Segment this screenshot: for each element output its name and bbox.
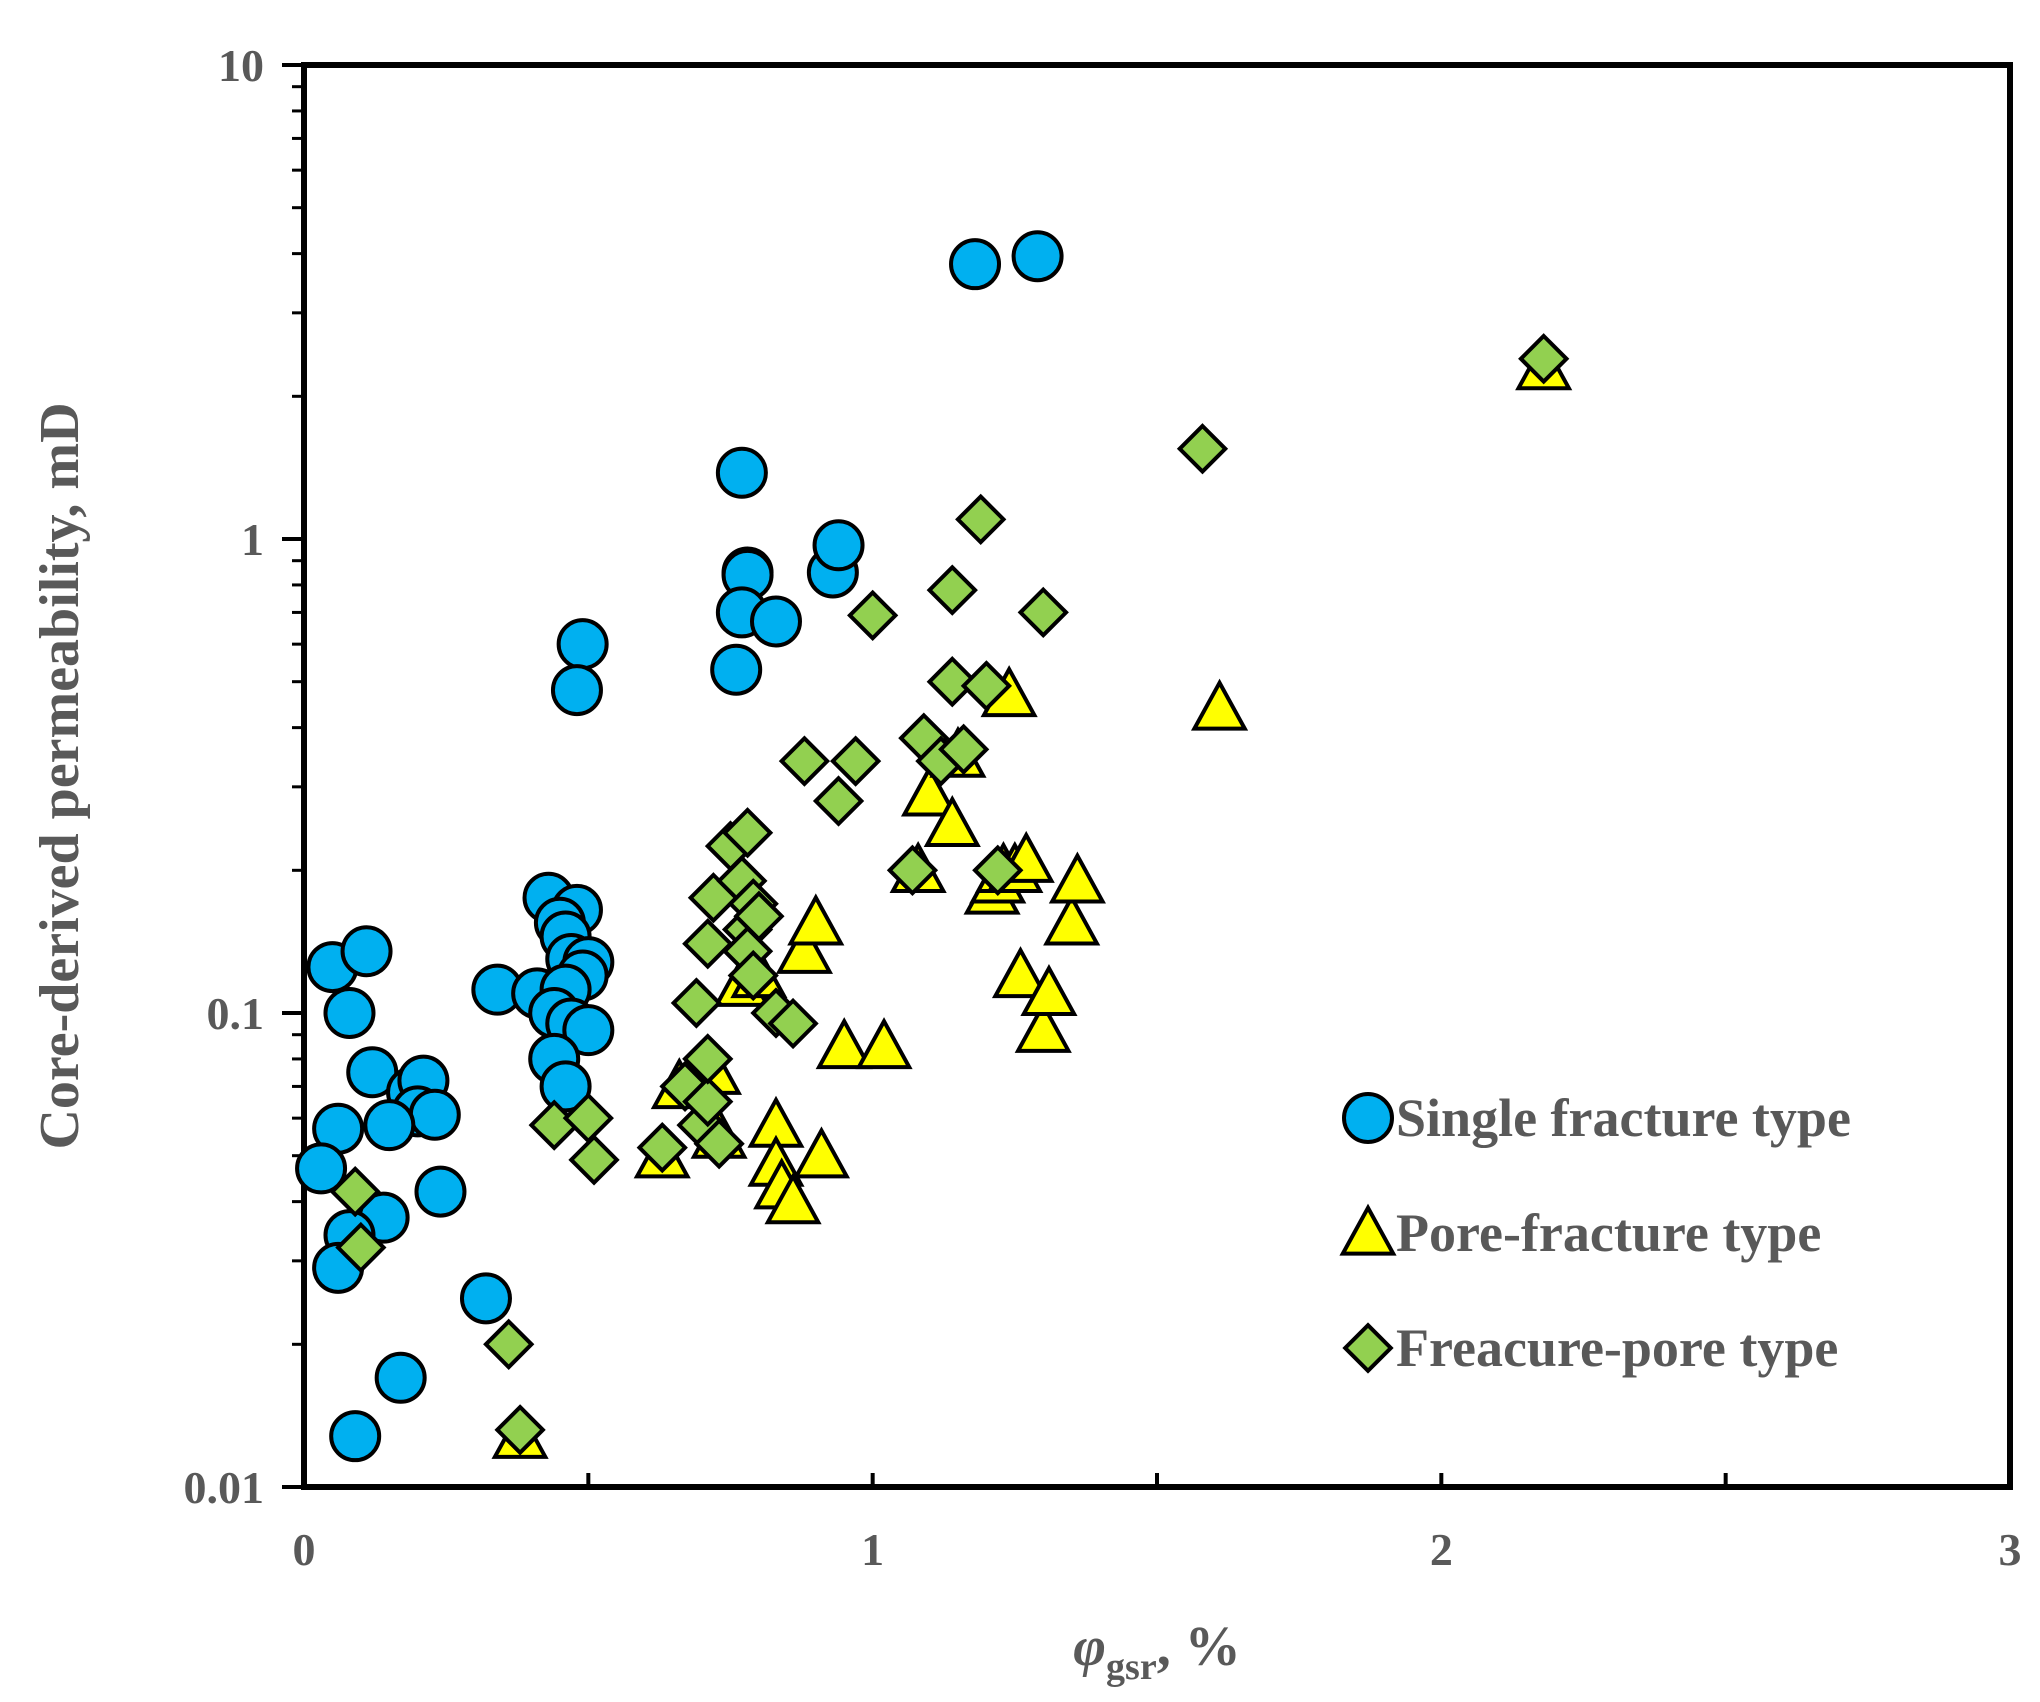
- circle-point: [323, 987, 376, 1039]
- x-tick-label: 2: [1430, 1524, 1453, 1575]
- diamond-point: [682, 918, 734, 970]
- triangle-point: [923, 795, 981, 848]
- triangle-point: [792, 1126, 851, 1179]
- triangle-point: [764, 1172, 822, 1225]
- circle-point: [562, 1004, 615, 1057]
- diamond-point: [721, 807, 774, 859]
- y-tick-label: 0.1: [207, 988, 265, 1039]
- x-axis-title-suffix: , %: [1157, 1616, 1241, 1678]
- legend-circle-marker: [1342, 1092, 1394, 1144]
- legend-diamond-marker: [1342, 1322, 1394, 1374]
- plot-area: [301, 62, 2013, 1490]
- diamond-point: [812, 775, 865, 827]
- circle-point: [749, 595, 802, 648]
- circle-point: [710, 643, 763, 696]
- x-axis-title-symbol: φ: [1073, 1616, 1106, 1678]
- diamond-point: [494, 1404, 546, 1456]
- x-tick-label: 1: [861, 1524, 884, 1575]
- x-tick-label: 0: [293, 1524, 316, 1575]
- triangle-point: [855, 1017, 913, 1070]
- diamond-point: [335, 1221, 387, 1274]
- x-axis-title-subscript: gsr: [1106, 1646, 1157, 1688]
- circle-point: [340, 925, 393, 978]
- diamond-point: [568, 1134, 620, 1186]
- circle-point: [949, 238, 1002, 291]
- circle-point: [550, 664, 603, 717]
- circle-point: [329, 1410, 382, 1463]
- y-tick-label: 10: [218, 40, 264, 91]
- circle-point: [408, 1088, 461, 1141]
- diamond-point: [926, 656, 978, 708]
- triangle-point: [900, 764, 959, 817]
- circle-point: [295, 1142, 348, 1195]
- diamond-point: [1017, 586, 1069, 639]
- legend: Single fracture type Pore-fracture type Fr…: [1339, 1088, 1851, 1378]
- diamond-point: [1176, 423, 1229, 475]
- y-tick-label: 0.01: [184, 1462, 265, 1513]
- triangle-point: [1043, 893, 1101, 946]
- legend-triangle-marker: [1339, 1203, 1397, 1256]
- diamond-point: [483, 1318, 535, 1370]
- legend-label: Freacure-pore type: [1396, 1318, 1838, 1378]
- legend-label: Single fracture type: [1396, 1088, 1851, 1148]
- circle-point: [812, 519, 865, 572]
- diamond-point: [938, 723, 990, 775]
- diamond-point: [727, 949, 779, 1002]
- circle-point: [459, 1272, 512, 1325]
- diamond-point: [329, 1165, 381, 1218]
- diamond-point: [767, 997, 819, 1050]
- triangle-point: [1020, 964, 1078, 1017]
- circle-point: [374, 1351, 427, 1404]
- x-tick-label: 3: [1999, 1524, 2022, 1575]
- x-axis: 0 1 2 3: [293, 1473, 2022, 1575]
- x-axis-title: φgsr, %: [1073, 1616, 1240, 1688]
- diamond-point: [829, 735, 882, 787]
- triangle-point: [1048, 851, 1106, 904]
- diamond-point: [682, 1076, 734, 1128]
- legend-label: Pore-fracture type: [1396, 1203, 1821, 1263]
- circle-point: [539, 1060, 592, 1113]
- diamond-point: [960, 660, 1013, 712]
- data-points: [295, 230, 1573, 1463]
- triangle-point: [1190, 678, 1249, 731]
- diamond-point: [778, 735, 831, 787]
- diamond-point: [636, 1121, 688, 1174]
- diamond-point: [955, 493, 1007, 546]
- y-axis-title: Core-derived permeability, mD: [29, 402, 91, 1149]
- diamond-point: [972, 844, 1024, 896]
- y-tick-label: 1: [241, 514, 264, 565]
- circle-point: [556, 618, 609, 671]
- diamond-point: [682, 1033, 734, 1085]
- diamond-point: [926, 564, 978, 616]
- circle-point: [1011, 230, 1064, 283]
- diamond-point: [1518, 333, 1570, 385]
- diamond-point: [693, 1118, 745, 1170]
- circle-point: [363, 1099, 416, 1152]
- diamond-point: [886, 844, 939, 896]
- circle-point: [715, 446, 768, 499]
- triangle-point: [1014, 1000, 1072, 1053]
- diamond-point: [670, 977, 723, 1029]
- triangle-point: [815, 1017, 873, 1070]
- y-axis: 0.01 0.1 1 10: [184, 40, 304, 1513]
- triangle-point: [775, 921, 834, 974]
- y-minor-ticks: [292, 85, 304, 1346]
- triangle-point: [991, 946, 1050, 999]
- triangle-point: [787, 893, 845, 946]
- diamond-point: [847, 589, 899, 642]
- circle-point: [414, 1165, 467, 1218]
